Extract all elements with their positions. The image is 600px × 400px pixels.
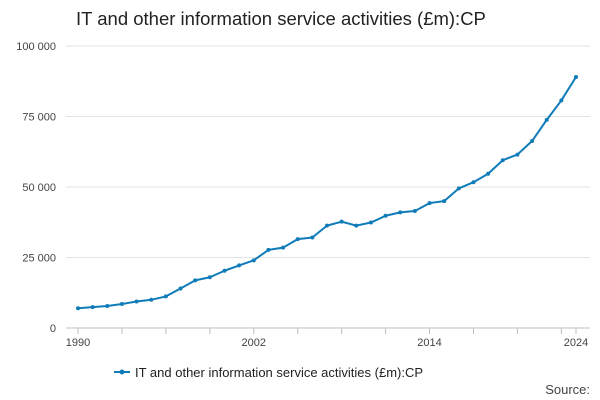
data-point[interactable]: [530, 139, 535, 144]
data-point[interactable]: [515, 152, 520, 157]
data-point[interactable]: [325, 223, 329, 228]
y-tick-label: 50 000: [22, 182, 56, 194]
y-tick-label: 75 000: [22, 112, 56, 124]
data-point[interactable]: [193, 278, 198, 283]
chart-title: IT and other information service activit…: [76, 8, 486, 29]
data-point[interactable]: [500, 158, 505, 163]
data-point[interactable]: [412, 208, 417, 213]
data-point[interactable]: [471, 180, 476, 185]
data-point[interactable]: [442, 199, 447, 204]
gridlines: [66, 45, 590, 258]
data-point[interactable]: [178, 286, 183, 291]
data-point[interactable]: [574, 75, 578, 80]
series-layer: [76, 75, 578, 311]
data-point[interactable]: [207, 275, 212, 280]
y-axis: 0 25 000 50 000 75 000 100 000: [16, 41, 56, 335]
data-point[interactable]: [383, 213, 388, 218]
data-point[interactable]: [354, 223, 359, 228]
data-point[interactable]: [119, 302, 124, 307]
data-point[interactable]: [163, 294, 168, 299]
data-point[interactable]: [90, 305, 95, 310]
y-tick-label: 100 000: [16, 41, 56, 53]
y-tick-label: 25 000: [22, 253, 56, 265]
x-tick-label: 2024: [564, 337, 588, 349]
data-point[interactable]: [281, 245, 286, 250]
data-point[interactable]: [149, 297, 154, 302]
legend[interactable]: IT and other information service activit…: [114, 365, 423, 380]
data-point[interactable]: [222, 268, 227, 273]
y-tick-label: 0: [50, 323, 56, 335]
data-point[interactable]: [368, 220, 373, 225]
data-point[interactable]: [266, 247, 271, 252]
series-line[interactable]: [77, 76, 577, 310]
data-point[interactable]: [559, 98, 564, 103]
legend-swatch-marker: [119, 369, 125, 375]
data-point[interactable]: [310, 235, 315, 240]
data-point[interactable]: [105, 304, 110, 309]
data-point[interactable]: [456, 186, 461, 191]
x-axis: 1990 2002 2014 2024: [66, 327, 590, 349]
data-point[interactable]: [237, 263, 242, 268]
x-tick-label: 2014: [417, 337, 441, 349]
data-point[interactable]: [398, 210, 403, 215]
data-point[interactable]: [486, 171, 491, 176]
x-tick-label: 2002: [242, 337, 266, 349]
x-tick-label: 1990: [66, 337, 90, 349]
data-point[interactable]: [76, 306, 80, 311]
data-point[interactable]: [251, 258, 256, 263]
data-point[interactable]: [295, 237, 300, 242]
data-point[interactable]: [339, 219, 344, 224]
source-label: Source:: [545, 382, 590, 397]
legend-label[interactable]: IT and other information service activit…: [135, 365, 423, 380]
data-point[interactable]: [544, 117, 549, 122]
data-point[interactable]: [427, 201, 432, 206]
data-point[interactable]: [134, 299, 139, 304]
